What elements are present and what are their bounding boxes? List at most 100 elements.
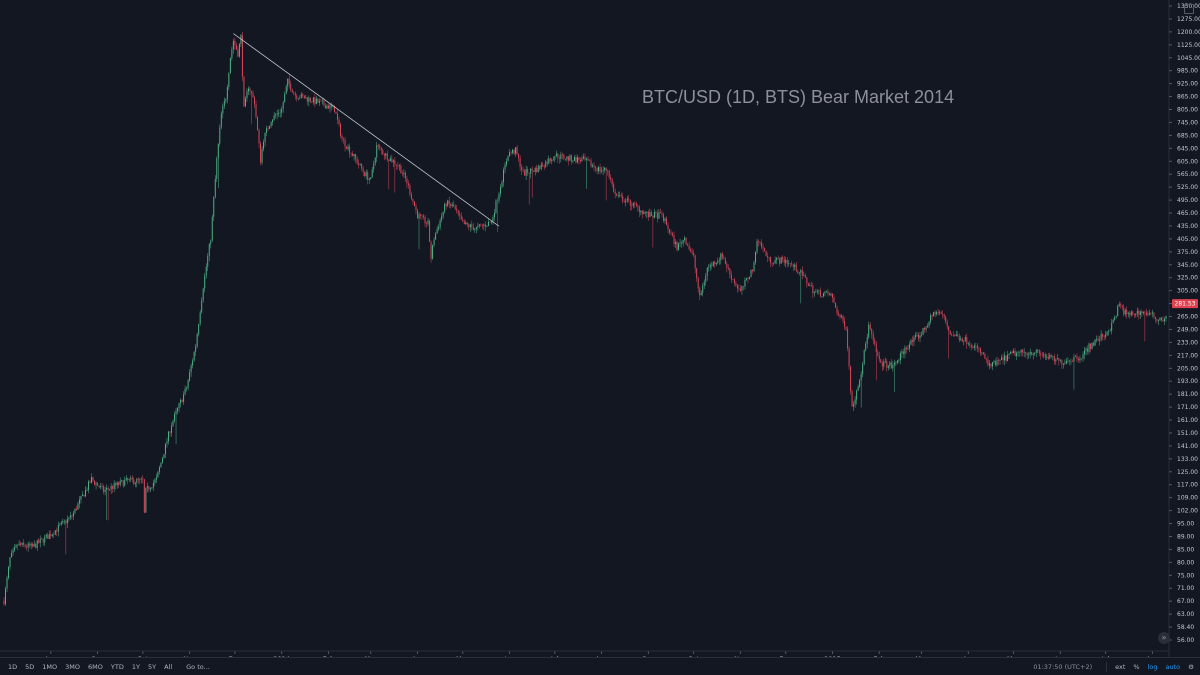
- timeframe-1d[interactable]: 1D: [8, 662, 18, 671]
- clock-readout[interactable]: 01:37:50 (UTC+2): [1033, 662, 1093, 671]
- candle-body: [608, 170, 610, 178]
- extended-hours-toggle[interactable]: ext: [1115, 662, 1126, 671]
- candle-body: [26, 546, 28, 548]
- candle-body: [263, 141, 265, 150]
- candle-body: [205, 266, 207, 276]
- timeframe-5y[interactable]: 5Y: [147, 662, 157, 671]
- candle-body: [1136, 310, 1138, 314]
- candle-body: [623, 201, 625, 203]
- candle-body: [450, 203, 452, 206]
- candle-body: [522, 170, 524, 171]
- candle-body: [493, 213, 495, 218]
- candle-body: [942, 314, 944, 315]
- chart-settings-icon[interactable]: [1184, 4, 1194, 14]
- price-axis-label: 181.00: [1177, 391, 1198, 398]
- candle-body: [23, 542, 25, 545]
- timeframe-ytd[interactable]: YTD: [110, 662, 124, 671]
- candle-body: [244, 98, 246, 107]
- candle-body: [198, 323, 200, 335]
- candle-body: [255, 104, 257, 117]
- gear-icon[interactable]: ⚙: [1188, 662, 1194, 671]
- log-scale-toggle[interactable]: log: [1147, 662, 1158, 671]
- candle-body: [416, 210, 418, 219]
- candle-body: [1037, 349, 1039, 351]
- candle-body: [468, 224, 470, 228]
- candle-body: [240, 35, 242, 44]
- candle-body: [1035, 350, 1037, 353]
- timeframe-6mo[interactable]: 6MO: [88, 662, 103, 671]
- candle-body: [960, 338, 962, 341]
- candle-body: [71, 515, 73, 517]
- candle-body: [629, 199, 631, 206]
- candle-body: [895, 362, 897, 364]
- candle-body: [767, 256, 769, 258]
- timeframe-all[interactable]: All: [164, 662, 173, 671]
- candle-body: [1016, 352, 1018, 356]
- timeframe-1mo[interactable]: 1MO: [42, 662, 58, 671]
- auto-scale-toggle[interactable]: auto: [1165, 662, 1181, 671]
- price-axis[interactable]: 1350.00 1275.00 1200.00 1125.00 1045.00 985.0…: [1168, 0, 1200, 658]
- candle-body: [1001, 357, 1003, 360]
- candle-body: [481, 225, 483, 226]
- candle-body: [323, 100, 325, 106]
- candle-body: [697, 277, 699, 289]
- candle-body: [970, 345, 972, 348]
- candle-body: [1040, 353, 1042, 355]
- candle-body: [228, 73, 230, 87]
- candle-body: [380, 147, 382, 151]
- candle-body: [261, 149, 263, 163]
- price-axis-label: 345.00: [1177, 262, 1198, 269]
- candle-body: [994, 360, 996, 366]
- candle-body: [958, 336, 960, 341]
- candle-body: [18, 543, 20, 546]
- candle-body: [676, 241, 678, 251]
- candle-body: [735, 283, 737, 286]
- candle-body: [39, 538, 41, 544]
- candle-body: [593, 165, 595, 168]
- candle-body: [727, 267, 729, 269]
- candle-body: [890, 362, 892, 369]
- candle-body: [662, 214, 664, 221]
- candle-body: [211, 216, 213, 241]
- candle-body: [391, 158, 393, 163]
- timeframe-3mo[interactable]: 3MO: [65, 662, 81, 671]
- candle-body: [389, 158, 391, 162]
- candle-body: [637, 205, 639, 207]
- candle-body: [275, 114, 277, 116]
- candle-body: [284, 94, 286, 103]
- scroll-to-realtime-icon[interactable]: »: [1158, 632, 1170, 644]
- candle-body: [828, 293, 830, 296]
- chart-annotation-text[interactable]: BTC/USD (1D, BTS) Bear Market 2014: [642, 87, 954, 107]
- candle-body: [293, 92, 295, 94]
- candle-body: [451, 204, 453, 206]
- candle-body: [229, 58, 231, 74]
- timeframe-1y[interactable]: 1Y: [131, 662, 140, 671]
- candle-body: [993, 360, 995, 363]
- candle-body: [32, 543, 34, 547]
- candle-body: [844, 320, 846, 327]
- trend-line[interactable]: [233, 33, 500, 227]
- percent-scale-toggle[interactable]: %: [1133, 662, 1140, 671]
- candle-body: [549, 158, 551, 161]
- goto-date-button[interactable]: Go to...: [186, 662, 210, 671]
- price-axis-label: 56.00: [1177, 637, 1194, 644]
- candle-body: [753, 262, 755, 272]
- candle-body: [506, 161, 508, 165]
- price-axis-label: 435.00: [1177, 223, 1198, 230]
- candle-body: [358, 163, 360, 165]
- candle-body: [374, 157, 376, 164]
- candle-body: [453, 204, 455, 207]
- price-axis-label: 375.00: [1177, 249, 1198, 256]
- candle-body: [270, 122, 272, 127]
- candle-body: [797, 271, 799, 273]
- timeframe-5d[interactable]: 5D: [25, 662, 35, 671]
- candle-body: [730, 274, 732, 280]
- candle-body: [652, 215, 654, 218]
- candle-body: [733, 279, 735, 284]
- candle-body: [1062, 363, 1064, 365]
- candle-body: [945, 316, 947, 322]
- candle-body: [424, 216, 426, 224]
- candle-body: [1141, 311, 1143, 314]
- candle-body: [1139, 311, 1141, 315]
